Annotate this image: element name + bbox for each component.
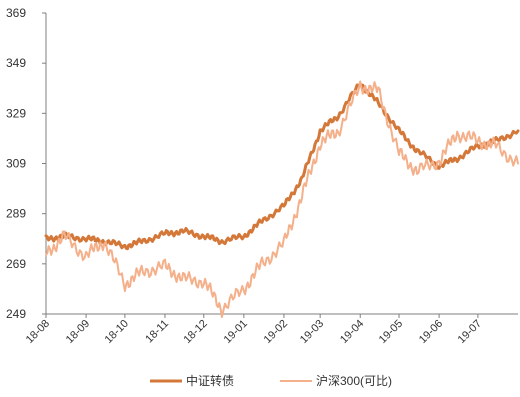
x-tick-label: 18-10	[103, 318, 131, 346]
y-tick-label: 289	[6, 207, 26, 221]
y-tick-label: 369	[6, 6, 26, 20]
axes: 249 269 289 309 329 349 369 18-08 18-09 18-10 18-1…	[6, 6, 518, 346]
x-tick-label: 19-07	[456, 318, 484, 346]
x-tick-label: 19-03	[298, 318, 326, 346]
x-tick-label: 19-04	[338, 318, 366, 346]
y-tick-label: 349	[6, 56, 26, 70]
y-tick-label: 269	[6, 257, 26, 271]
x-tick-label: 19-05	[377, 318, 405, 346]
x-tick-label: 18-08	[24, 318, 52, 346]
legend-label-1: 沪深300(可比)	[316, 374, 392, 388]
x-tick-label: 18-12	[182, 318, 210, 346]
x-tick-label: 18-09	[64, 318, 92, 346]
legend: 中证转债 沪深300(可比)	[150, 373, 392, 388]
y-tick-label: 309	[6, 157, 26, 171]
y-tick-label: 329	[6, 106, 26, 120]
series-line-0	[44, 83, 520, 251]
x-tick-label: 19-01	[222, 318, 250, 346]
x-tick-label: 19-06	[417, 318, 445, 346]
legend-label-0: 中证转债	[186, 373, 234, 388]
series-line-1	[45, 80, 519, 318]
y-tick-label: 249	[6, 307, 26, 321]
series-lines	[44, 80, 520, 318]
x-tick-label: 19-02	[262, 318, 290, 346]
x-tick-label: 18-11	[143, 318, 171, 346]
